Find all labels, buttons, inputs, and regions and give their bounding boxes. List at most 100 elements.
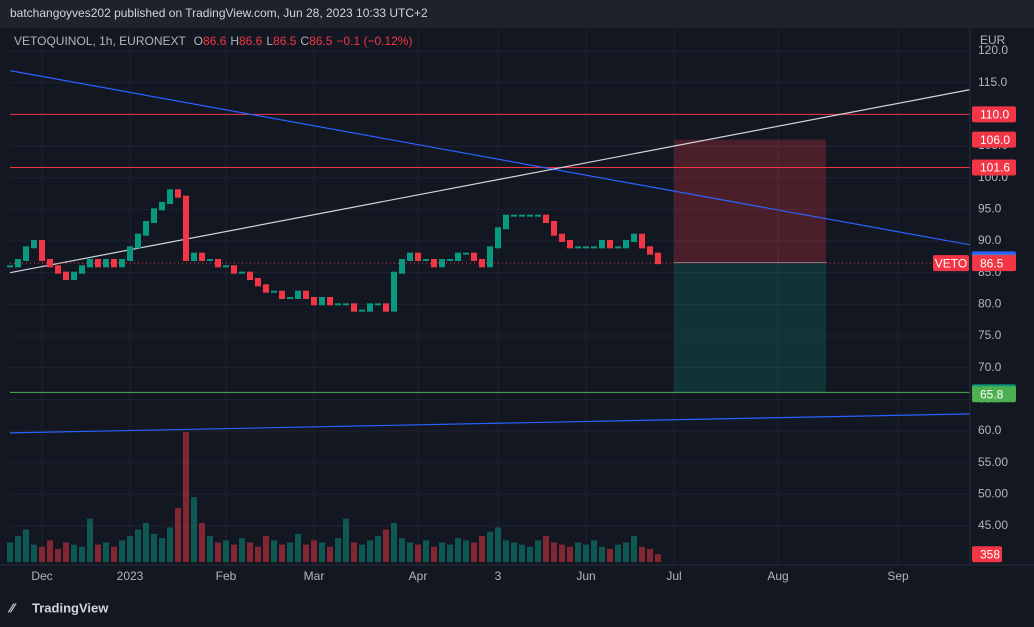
x-tick-label: Jul: [666, 569, 681, 583]
price-tag-label: 65.8: [980, 387, 1004, 401]
candle: [255, 278, 261, 287]
target-zone: [674, 262, 826, 393]
legend: VETOQUINOL, 1h, EURONEXT O86.6 H86.6 L86.5 C…: [14, 34, 412, 48]
volume-bar: [487, 531, 493, 562]
candle: [599, 240, 605, 249]
volume-bar: [607, 549, 613, 562]
volume-tag: [972, 546, 1002, 563]
volume-bar: [311, 540, 317, 562]
volume-bar: [231, 544, 237, 562]
footer: TradingView: [32, 600, 109, 615]
volume-bar: [639, 546, 645, 562]
candle: [167, 189, 173, 204]
volume-bar: [215, 542, 221, 562]
volume-bar: [423, 540, 429, 562]
volume-bar: [479, 536, 485, 562]
volume-bar: [95, 544, 101, 562]
candle: [487, 246, 493, 268]
volume-bar: [503, 540, 509, 562]
y-tick-label: 90.0: [978, 233, 1002, 247]
candle: [279, 290, 285, 299]
price-tag-label: 106.0: [980, 133, 1010, 147]
candle: [623, 240, 629, 249]
candle: [287, 297, 293, 299]
volume-bar: [367, 540, 373, 562]
volume-bar: [335, 538, 341, 562]
legend-o: O: [194, 34, 203, 48]
volume-bar: [511, 542, 517, 562]
volume-bar: [647, 549, 653, 562]
legend-h: H: [230, 34, 239, 48]
volume-bar: [271, 540, 277, 562]
candle: [583, 246, 589, 249]
volume-bar: [191, 497, 197, 562]
candle: [247, 271, 253, 280]
x-tick-label: Mar: [304, 569, 325, 583]
candle: [383, 303, 389, 312]
volume-bar: [567, 546, 573, 562]
price-tag: [972, 159, 1016, 176]
legend-change: −0.1 (−0.12%): [336, 34, 412, 48]
candle: [159, 202, 165, 211]
y-tick-label: 95.0: [978, 202, 1002, 216]
volume-bar: [55, 549, 61, 562]
candle: [263, 284, 269, 293]
volume-bar: [223, 540, 229, 562]
volume-bar: [407, 542, 413, 562]
volume-bar: [431, 546, 437, 562]
volume-bar: [375, 536, 381, 562]
y-tick-label: 50.00: [978, 487, 1008, 501]
legend-open: 86.6: [203, 34, 227, 48]
legend-high: 86.6: [239, 34, 263, 48]
volume-bar: [455, 538, 461, 562]
candle: [271, 290, 277, 293]
candle: [447, 259, 453, 261]
candle: [567, 240, 573, 249]
stop-zone: [674, 139, 826, 263]
candle: [519, 214, 525, 217]
candle: [31, 240, 37, 249]
candle: [463, 252, 469, 255]
candle: [455, 252, 461, 261]
candle: [607, 240, 613, 249]
candle: [79, 265, 85, 274]
volume-bar: [167, 527, 173, 562]
header: batchangoyves202 published on TradingVie…: [10, 6, 428, 20]
trendline: [9, 413, 971, 434]
candle: [23, 246, 29, 261]
candle: [63, 271, 69, 280]
volume-bar: [159, 538, 165, 562]
trendline: [9, 70, 971, 246]
volume-bar: [247, 542, 253, 562]
volume-bar: [591, 540, 597, 562]
candle: [127, 246, 133, 261]
volume-bar: [79, 546, 85, 562]
volume-bar: [439, 542, 445, 562]
y-tick-label: 70.0: [978, 360, 1002, 374]
symbol-tag-label: VETO: [935, 256, 967, 270]
volume-bar: [47, 540, 53, 562]
x-tick-label: Apr: [409, 569, 428, 583]
x-tick-label: 2023: [117, 569, 144, 583]
candle: [343, 303, 349, 306]
candle: [231, 265, 237, 274]
volume-bar: [359, 544, 365, 562]
candle: [367, 303, 373, 312]
volume-bar: [239, 538, 245, 562]
volume-bar: [383, 529, 389, 562]
candle: [391, 271, 397, 312]
volume-bar: [343, 518, 349, 562]
candle: [503, 214, 509, 230]
candle: [335, 303, 341, 306]
volume-bar: [207, 536, 213, 562]
volume-bar: [327, 546, 333, 562]
candle: [7, 265, 13, 268]
price-tag: [972, 386, 1016, 403]
candle: [175, 189, 181, 198]
x-tick-label: Jun: [576, 569, 595, 583]
price-tag-label: 101.6: [980, 161, 1010, 175]
price-tag: [972, 255, 1016, 272]
volume-bar: [119, 540, 125, 562]
